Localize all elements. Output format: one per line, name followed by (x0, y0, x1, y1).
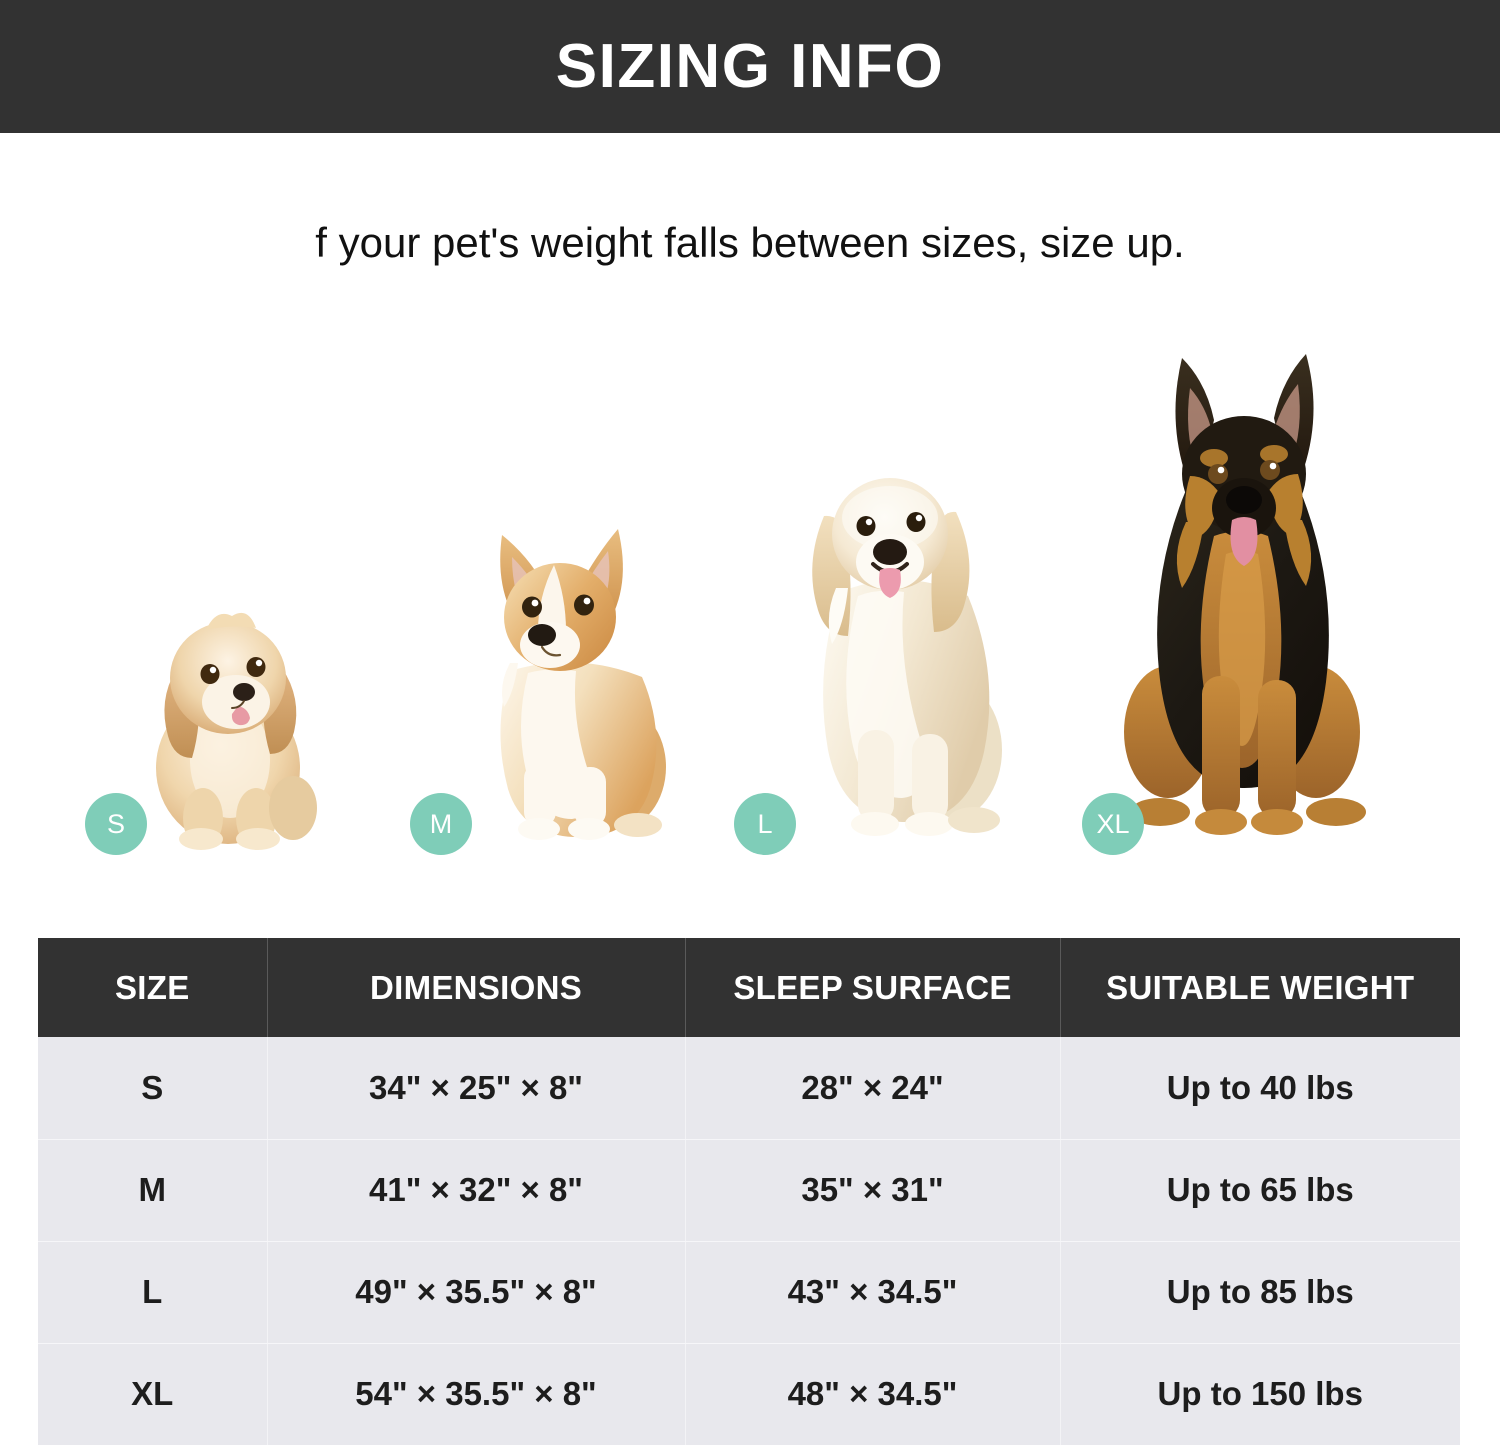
table-row: S 34" × 25" × 8" 28" × 24" Up to 40 lbs (38, 1037, 1460, 1140)
cell-suitable-weight: Up to 65 lbs (1060, 1139, 1460, 1242)
page-banner: SIZING INFO (0, 0, 1500, 133)
cell-size: M (38, 1139, 268, 1242)
cell-suitable-weight: Up to 150 lbs (1060, 1343, 1460, 1445)
column-header-size: SIZE (38, 938, 268, 1037)
cell-dimensions: 49" × 35.5" × 8" (267, 1241, 686, 1344)
table-row: XL 54" × 35.5" × 8" 48" × 34.5" Up to 15… (38, 1343, 1460, 1445)
cell-suitable-weight: Up to 40 lbs (1060, 1037, 1460, 1140)
page-title: SIZING INFO (555, 31, 945, 101)
column-header-dimensions: DIMENSIONS (267, 938, 686, 1037)
dog-slot-s: S (85, 550, 350, 855)
size-badge-s: S (85, 793, 147, 855)
column-header-suitable-weight: SUITABLE WEIGHT (1060, 938, 1460, 1037)
size-badge-xl: XL (1082, 793, 1144, 855)
cell-dimensions: 54" × 35.5" × 8" (267, 1343, 686, 1445)
dog-slot-xl: XL (1082, 340, 1390, 855)
table-header-row: SIZE DIMENSIONS SLEEP SURFACE SUITABLE W… (38, 938, 1460, 1037)
sizing-note: f your pet's weight falls between sizes,… (315, 219, 1185, 266)
size-badge-l: L (734, 793, 796, 855)
cell-sleep-surface: 28" × 24" (685, 1037, 1061, 1140)
cell-sleep-surface: 48" × 34.5" (685, 1343, 1061, 1445)
pembroke-welsh-corgi-illustration (500, 529, 666, 840)
cell-sleep-surface: 35" × 31" (685, 1139, 1061, 1242)
table-row: M 41" × 32" × 8" 35" × 31" Up to 65 lbs (38, 1139, 1460, 1242)
dog-slot-m: M (410, 495, 692, 855)
german-shepherd-illustration (1124, 354, 1366, 835)
golden-retriever-illustration (812, 478, 1002, 836)
table-row: L 49" × 35.5" × 8" 43" × 34.5" Up to 85 … (38, 1241, 1460, 1344)
cell-size: L (38, 1241, 268, 1344)
cell-suitable-weight: Up to 85 lbs (1060, 1241, 1460, 1344)
cell-sleep-surface: 43" × 34.5" (685, 1241, 1061, 1344)
cell-dimensions: 34" × 25" × 8" (267, 1037, 686, 1140)
cell-size: S (38, 1037, 268, 1140)
cell-size: XL (38, 1343, 268, 1445)
cell-dimensions: 41" × 32" × 8" (267, 1139, 686, 1242)
small-fluffy-dog-illustration (156, 612, 317, 850)
sizing-table: SIZE DIMENSIONS SLEEP SURFACE SUITABLE W… (38, 938, 1460, 1445)
column-header-sleep-surface: SLEEP SURFACE (685, 938, 1061, 1037)
dog-slot-l: L (734, 430, 1022, 855)
size-badge-m: M (410, 793, 472, 855)
dog-size-comparison: S (0, 330, 1500, 855)
